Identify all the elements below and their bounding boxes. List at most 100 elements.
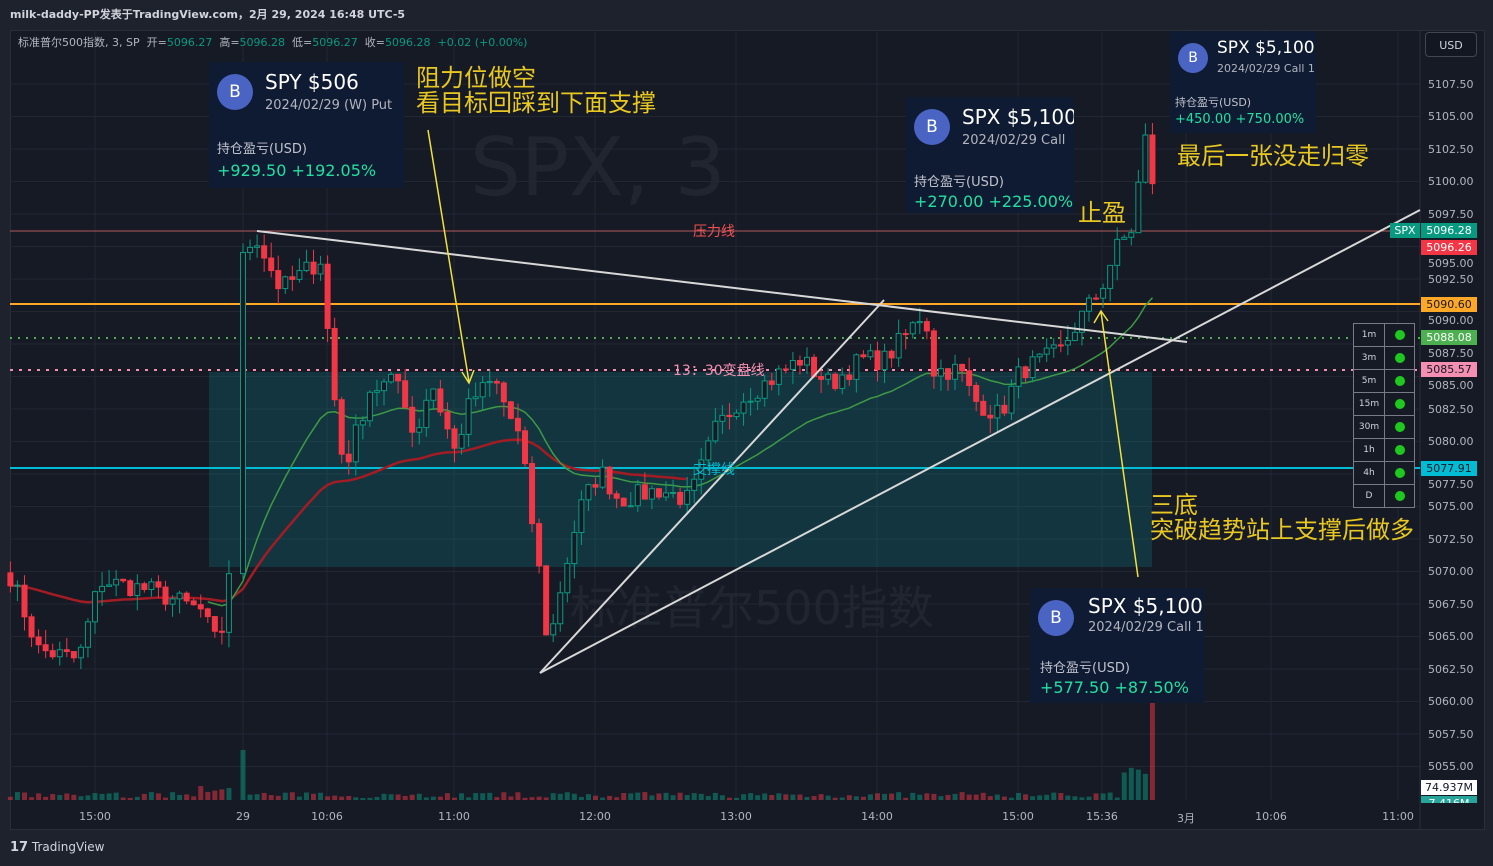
volume-bar	[311, 793, 316, 800]
volume-bar	[240, 750, 246, 800]
volume-bar	[353, 797, 359, 800]
candle-body	[1015, 366, 1022, 387]
candle-body	[726, 414, 733, 418]
candle-body	[1142, 134, 1149, 183]
candle-body	[804, 356, 810, 366]
card-subtitle: 2024/02/29 (W) Put	[265, 98, 393, 113]
volume-bar	[120, 797, 126, 800]
volume-bar	[522, 797, 528, 800]
candle-body	[120, 578, 127, 582]
candle-body	[317, 263, 324, 275]
support-zone	[209, 372, 1152, 567]
candle-body	[564, 562, 571, 594]
volume-bar	[614, 797, 620, 800]
candle-body	[331, 327, 338, 401]
candle-body	[352, 424, 359, 463]
volume-bar	[43, 796, 49, 800]
rising-trendline[interactable]	[539, 209, 1421, 674]
volume-bar	[790, 794, 796, 800]
tradingview-logo[interactable]: 17 TradingView	[10, 840, 104, 855]
cyan-level-tag: 5077.91	[1421, 461, 1477, 476]
candle-body	[395, 373, 402, 382]
candle-body	[92, 591, 98, 623]
candle-body	[211, 616, 218, 632]
candle-body	[106, 584, 113, 587]
candle-body	[1036, 353, 1043, 358]
mtf-row: 30m	[1354, 416, 1414, 439]
volume-bar	[663, 792, 669, 800]
candle-body	[99, 585, 106, 593]
candle-body	[1135, 181, 1142, 234]
candle-body	[585, 484, 592, 501]
descending-trendline[interactable]	[256, 230, 1188, 343]
pink-level-tag: 5085.57	[1421, 362, 1477, 377]
note-last-one: 最后一张没走归零	[1177, 142, 1369, 170]
pivot-label: 13：30变盘线	[673, 363, 765, 379]
volume-bar	[515, 792, 521, 800]
candle-body	[1057, 344, 1064, 347]
multi-timeframe-table: 1m 3m 5m 15m 30m 1h 4h D	[1353, 323, 1415, 508]
note-triple-line2: 突破趋势站上支撑后做多	[1150, 516, 1414, 544]
volume-bar	[600, 797, 606, 800]
candle-body	[747, 400, 754, 403]
volume-bar	[698, 793, 704, 800]
volume-bar	[924, 793, 930, 800]
volume-bar	[1121, 772, 1127, 800]
candle-body	[437, 388, 444, 413]
card-pnl-label: 持仓盈亏(USD)	[1040, 661, 1130, 676]
candle-body	[839, 374, 846, 389]
candle-body	[860, 354, 867, 358]
note-short-line2: 看目标回踩到下面支撑	[416, 89, 656, 117]
volume-bar	[191, 796, 197, 800]
volume-bar	[783, 794, 789, 800]
price-tick: 5090.00	[1428, 314, 1474, 327]
candle-body	[1043, 347, 1050, 355]
volume-bar	[529, 797, 535, 800]
candle-body	[641, 484, 648, 500]
candle-body	[338, 399, 345, 455]
time-tick: 12:00	[579, 810, 611, 823]
trade-card-spx-call-3[interactable]: B SPX $5,100 2024/02/29 Call 1 持仓盈亏(USD)…	[1030, 588, 1204, 703]
volume-bar	[959, 792, 965, 800]
candle-body	[853, 354, 860, 380]
buy-badge-icon: B	[914, 109, 950, 145]
note-short-line1: 阻力位做空	[416, 64, 536, 92]
currency-button[interactable]: USD	[1425, 32, 1477, 57]
volume-bar	[621, 792, 627, 800]
volume-bar	[980, 792, 986, 800]
candle-body	[994, 404, 1001, 419]
candle-body	[796, 359, 803, 366]
price-tick: 5092.50	[1428, 272, 1474, 286]
trade-card-spy-put[interactable]: B SPY $506 2024/02/29 (W) Put 持仓盈亏(USD) …	[209, 62, 404, 188]
candle-body	[705, 440, 712, 461]
candle-body	[966, 370, 973, 386]
trade-card-spx-call-2[interactable]: B SPX $5,100 2024/02/29 Call 1 持仓盈亏(USD)…	[1170, 31, 1316, 133]
trade-card-spx-call-1[interactable]: B SPX $5,100 2024/02/29 Call 持仓盈亏(USD) +…	[906, 97, 1074, 213]
volume-bar	[141, 793, 147, 800]
candle-body	[444, 411, 451, 430]
price-tick: 5055.00	[1428, 760, 1474, 773]
volume-bar	[762, 793, 768, 800]
candle-body	[529, 463, 536, 525]
candle-body	[959, 363, 966, 372]
volume-bar	[205, 791, 211, 800]
candle-body	[670, 491, 677, 494]
note-short: 阻力位做空 看目标回踩到下面支撑	[416, 66, 656, 116]
volume-bar	[437, 796, 443, 800]
candle-body	[902, 333, 909, 336]
time-tick: 29	[236, 810, 250, 823]
volume-bar	[543, 797, 549, 800]
arrow-triple-bottom[interactable]	[1093, 309, 1139, 578]
candle-body	[1149, 134, 1156, 185]
candle-body	[733, 412, 740, 418]
support-label: 支撑线	[693, 462, 735, 478]
status-dot-icon	[1385, 416, 1414, 438]
volume-bar	[797, 794, 803, 800]
rising-trendline-steep[interactable]	[539, 299, 885, 674]
volume-bar	[402, 796, 408, 800]
card-title: SPX $5,100	[1088, 594, 1203, 618]
arrow-short-target[interactable]	[427, 129, 475, 385]
volume-bar	[155, 793, 161, 800]
volume-bar	[670, 795, 676, 800]
